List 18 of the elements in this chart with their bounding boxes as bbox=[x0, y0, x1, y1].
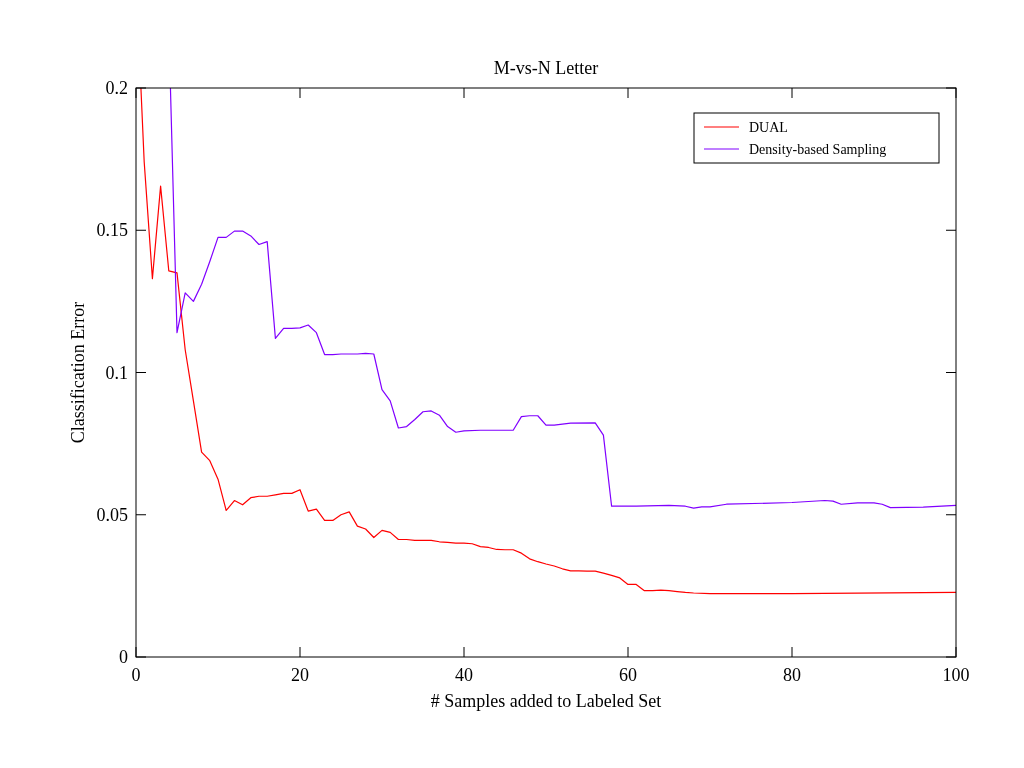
line-series bbox=[140, 88, 956, 595]
line-series bbox=[169, 88, 956, 509]
y-tick-label: 0.15 bbox=[96, 220, 128, 241]
x-axis-title: # Samples added to Labeled Set bbox=[430, 691, 662, 711]
x-tick-label: 60 bbox=[619, 665, 637, 685]
x-tick-label: 20 bbox=[291, 665, 309, 685]
x-tick-label: 80 bbox=[783, 665, 801, 685]
x-tick-label: 100 bbox=[942, 665, 970, 685]
y-tick-label: 0.1 bbox=[105, 362, 128, 383]
y-axis-title: Classification Error bbox=[68, 301, 88, 444]
legend-label: Density-based Sampling bbox=[749, 142, 887, 157]
legend-label: DUAL bbox=[749, 120, 788, 135]
y-tick-label: 0 bbox=[119, 647, 128, 667]
x-tick-label: 40 bbox=[455, 665, 473, 685]
y-tick-label: 0.2 bbox=[105, 78, 128, 98]
x-tick-label: 0 bbox=[131, 665, 141, 685]
chart-title: M-vs-N Letter bbox=[493, 58, 599, 78]
y-tick-label: 0.05 bbox=[96, 504, 128, 525]
